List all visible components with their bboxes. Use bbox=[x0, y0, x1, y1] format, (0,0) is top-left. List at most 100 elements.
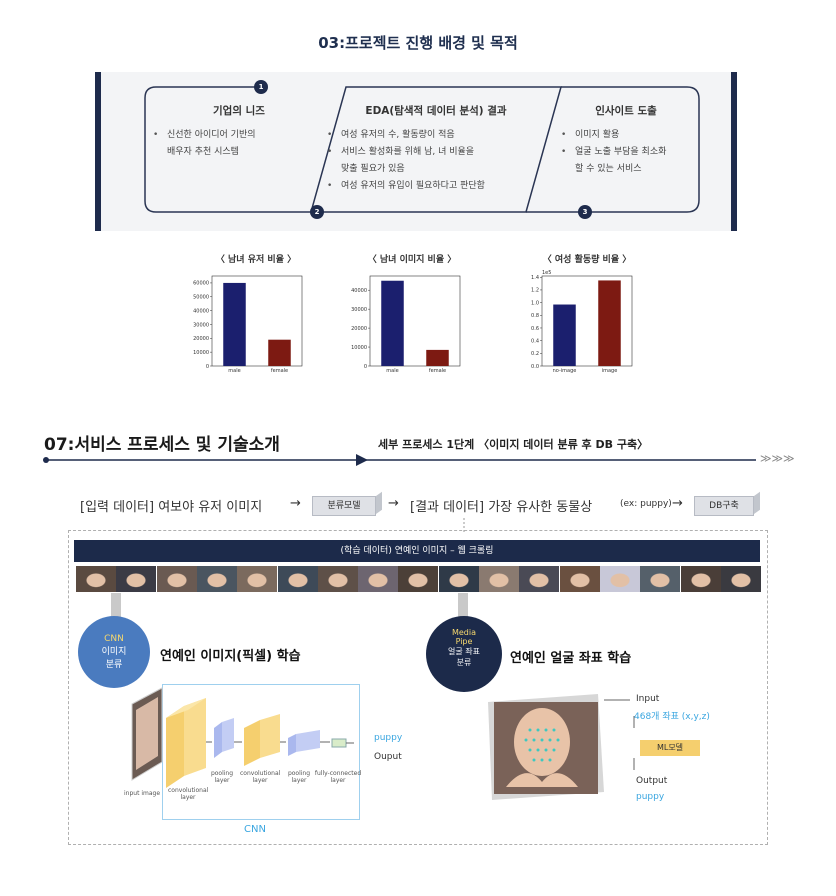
celebrity-photo bbox=[438, 566, 479, 592]
plot-frame bbox=[369, 275, 461, 367]
cnn-circle-line2: 이미지 bbox=[101, 647, 127, 657]
y-tick-label: 20000 bbox=[351, 326, 367, 332]
cnn-layer-label-4: pooling layer bbox=[287, 770, 311, 784]
step-bullets-needs: 신선한 아이디어 기반의 배우자 추천 시스템 bbox=[153, 127, 323, 161]
bullet: 이미지 활용 bbox=[561, 127, 701, 144]
ml-model-box: ML모델 bbox=[640, 740, 700, 756]
y-tick-label: 20000 bbox=[193, 336, 209, 342]
connector-cnn bbox=[111, 593, 121, 621]
y-tick-label: 1.2 bbox=[531, 288, 539, 294]
mp-circle-line2: Pipe bbox=[455, 637, 473, 646]
x-tick-label: female bbox=[271, 368, 288, 374]
mediapipe-circle: Media Pipe 얼굴 좌표 분류 bbox=[426, 616, 502, 692]
flow-output: [결과 데이터] 가장 유사한 동물상 bbox=[410, 500, 593, 515]
celebrity-photo bbox=[559, 566, 600, 592]
bar-image bbox=[598, 280, 621, 366]
x-tick-label: image bbox=[602, 368, 618, 374]
cnn-layer-label-3: convolutional layer bbox=[240, 770, 281, 784]
y-tick-label: 1.0 bbox=[531, 300, 539, 306]
y-tick-label: 0.4 bbox=[531, 338, 539, 344]
flow-arrow-3: → bbox=[672, 496, 683, 511]
x-tick-label: no-image bbox=[553, 368, 577, 374]
y-tick-label: 0.0 bbox=[531, 364, 539, 370]
cnn-caption: CNN bbox=[244, 824, 266, 835]
chart-gender-users: 0 10000 20000 30000 40000 50000 60000 male femal… bbox=[193, 275, 303, 374]
celebrity-photo bbox=[680, 566, 721, 592]
cnn-heading: 연예인 이미지(픽셀) 학습 bbox=[160, 649, 301, 664]
cnn-input-label: input image bbox=[124, 790, 161, 797]
flow-output-example: (ex: puppy) bbox=[620, 499, 672, 509]
y-tick-label: 10000 bbox=[193, 350, 209, 356]
x-tick-label: male bbox=[228, 368, 240, 374]
cnn-output-class: puppy bbox=[374, 733, 403, 743]
face-mesh-image bbox=[488, 694, 604, 800]
step-number-3: 3 bbox=[578, 205, 592, 219]
celebrity-photo bbox=[237, 566, 278, 592]
timeline-end-arrows: ≫≫≫ bbox=[760, 452, 795, 465]
y-tick-label: 0.2 bbox=[531, 351, 539, 357]
mp-circle-line4: 분류 bbox=[456, 658, 472, 667]
step-bullets-insight: 이미지 활용 얼굴 노출 부담을 최소화 할 수 있는 서비스 bbox=[561, 127, 701, 178]
cnn-layer-label-5: fully-connected layer bbox=[314, 770, 362, 784]
mp-output-label: Output bbox=[636, 776, 668, 786]
y-tick-label: 50000 bbox=[193, 295, 209, 301]
y-tick-label: 0.8 bbox=[531, 313, 539, 319]
flow-arrow-1: → bbox=[290, 496, 301, 511]
bar-male bbox=[223, 282, 246, 366]
chart-title-gender-images: 〈 남녀 이미지 비율 〉 bbox=[367, 255, 457, 265]
celebrity-photo bbox=[277, 566, 318, 592]
mp-coords: 468개 좌표 (x,y,z) bbox=[634, 712, 710, 722]
y-tick-label: 60000 bbox=[193, 281, 209, 287]
cnn-layer-label-1: convolutional layer bbox=[168, 787, 209, 801]
celebrity-photo bbox=[156, 566, 197, 592]
training-area bbox=[68, 530, 768, 845]
chart-title-female-activity: 〈 여성 활동량 비율 〉 bbox=[542, 255, 632, 265]
cnn-output-label: Ouput bbox=[374, 752, 402, 762]
classifier-box: 분류모델 bbox=[312, 496, 376, 516]
bullet: 서비스 활성화를 위해 남, 녀 비율을 맞출 필요가 있음 bbox=[327, 144, 547, 178]
bullet: 신선한 아이디어 기반의 배우자 추천 시스템 bbox=[153, 127, 323, 161]
cnn-circle-line1: CNN bbox=[104, 634, 124, 644]
flow-arrow-2: → bbox=[388, 496, 399, 511]
timeline-arrow bbox=[43, 454, 756, 466]
y-tick-label: 0.6 bbox=[531, 326, 539, 332]
chart-title-gender-users: 〈 남녀 유저 비율 〉 bbox=[215, 255, 297, 265]
step-title-insight: 인사이트 도출 bbox=[595, 105, 657, 117]
cnn-circle: CNN 이미지 분류 bbox=[78, 616, 150, 688]
celebrity-photo bbox=[398, 566, 439, 592]
y-tick-label: 0 bbox=[206, 364, 209, 370]
bullet: 여성 유저의 수, 활동량이 적음 bbox=[327, 127, 547, 144]
bar-no-image bbox=[553, 304, 576, 366]
y-tick-label: 0 bbox=[364, 364, 367, 370]
celebrity-photo bbox=[358, 566, 399, 592]
plot-frame bbox=[541, 275, 633, 367]
flow-input: [입력 데이터] 여보야 유저 이미지 bbox=[80, 500, 263, 515]
y-tick-label: 1.4 bbox=[531, 275, 539, 281]
step-title-needs: 기업의 니즈 bbox=[213, 105, 265, 117]
celebrity-photo bbox=[519, 566, 560, 592]
mp-output-value: puppy bbox=[636, 792, 665, 802]
mp-input-label: Input bbox=[636, 694, 660, 704]
celebrity-photo bbox=[116, 566, 157, 592]
training-data-bar: (학습 데이터) 연예인 이미지 – 웹 크롤링 bbox=[74, 540, 760, 562]
celebrity-photo bbox=[317, 566, 358, 592]
y-tick-label: 40000 bbox=[351, 288, 367, 294]
celebrity-photo bbox=[76, 566, 116, 592]
mp-circle-line1: Media bbox=[451, 628, 477, 637]
connector-mediapipe bbox=[458, 593, 468, 621]
cnn-layer-label-2: pooling layer bbox=[210, 770, 234, 784]
cnn-diagram bbox=[131, 687, 354, 788]
background-banner: 1 2 3 기업의 니즈 신선한 아이디어 기반의 배우자 추천 시스템 EDA… bbox=[95, 72, 737, 231]
bar-female bbox=[268, 339, 291, 366]
celebrity-photo bbox=[599, 566, 640, 592]
chart-gender-images: 0 10000 20000 30000 40000 male female bbox=[351, 275, 461, 374]
step-bullets-eda: 여성 유저의 수, 활동량이 적음 서비스 활성화를 위해 남, 녀 비율을 맞… bbox=[327, 127, 547, 195]
section-title: 07:서비스 프로세스 및 기술소개 bbox=[44, 435, 280, 455]
step-title-eda: EDA(탐색적 데이터 분석) 결과 bbox=[365, 105, 507, 117]
cnn-circle-line3: 분류 bbox=[105, 660, 123, 670]
section-subtitle: 세부 프로세스 1단계 〈이미지 데이터 분류 후 DB 구축〉 bbox=[378, 438, 649, 451]
mp-arrows bbox=[604, 699, 635, 770]
step-number-2: 2 bbox=[310, 205, 324, 219]
plot-frame bbox=[211, 275, 303, 367]
